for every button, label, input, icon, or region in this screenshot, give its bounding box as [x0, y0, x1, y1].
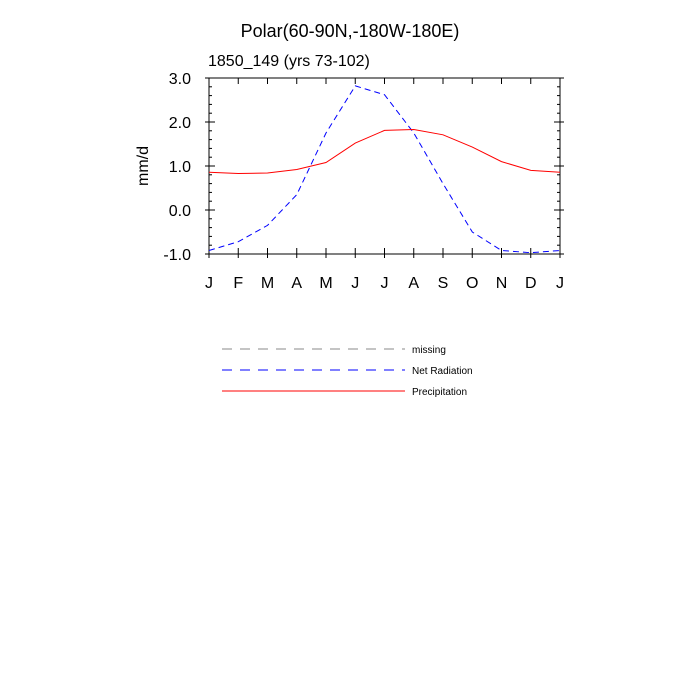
legend-label: Net Radiation — [412, 366, 473, 377]
x-tick-label: A — [291, 275, 302, 292]
legend-label: Precipitation — [412, 387, 467, 398]
x-tick-label: J — [351, 275, 359, 292]
x-tick-label: N — [496, 275, 508, 292]
x-tick-label: M — [319, 275, 332, 292]
chart-subtitle: 1850_149 (yrs 73-102) — [208, 53, 370, 70]
legend-label: missing — [412, 345, 446, 356]
y-tick-label: 2.0 — [169, 115, 191, 132]
x-tick-label: J — [205, 275, 213, 292]
x-tick-label: J — [381, 275, 389, 292]
x-tick-label: D — [525, 275, 537, 292]
x-tick-label: O — [466, 275, 478, 292]
x-tick-label: F — [233, 275, 243, 292]
plot-frame — [208, 77, 561, 255]
y-tick-labels: -1.0 0.0 1.0 2.0 3.0 — [163, 71, 191, 264]
data-series — [208, 85, 561, 254]
series-line-net-radiation — [208, 85, 561, 254]
x-tick-label: S — [438, 275, 449, 292]
y-tick-label: 3.0 — [169, 71, 191, 88]
legend: missing Net Radiation Precipitation — [222, 345, 473, 398]
chart-title: Polar(60-90N,-180W-180E) — [241, 21, 460, 41]
y-tick-label: -1.0 — [163, 247, 191, 264]
y-axis-label: mm/d — [135, 146, 152, 186]
x-tick-label: M — [261, 275, 274, 292]
y-tick-label: 0.0 — [169, 203, 191, 220]
x-tick-label: A — [408, 275, 419, 292]
series-line-precipitation — [208, 128, 561, 175]
x-tick-label: J — [556, 275, 564, 292]
y-tick-label: 1.0 — [169, 159, 191, 176]
tick-marks — [205, 77, 564, 258]
